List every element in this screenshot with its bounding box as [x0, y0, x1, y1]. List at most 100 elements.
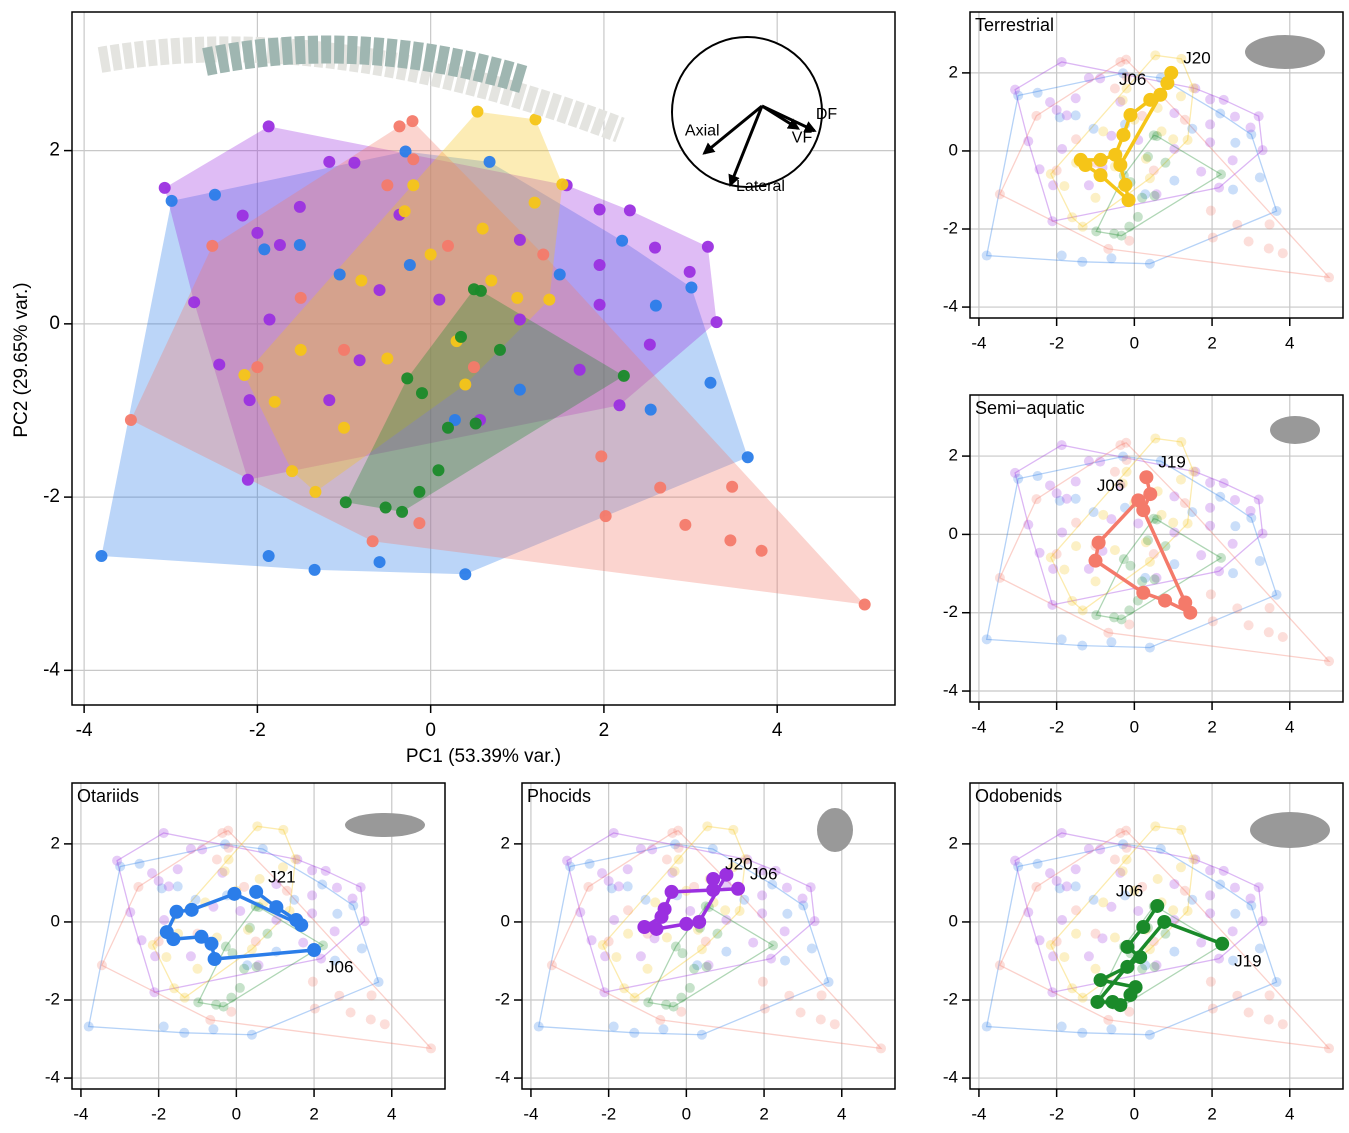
group-hull [152, 825, 297, 999]
data-point [1254, 556, 1265, 567]
group-hull [345, 289, 624, 512]
data-point [739, 894, 750, 905]
data-point [742, 854, 753, 865]
data-point [1045, 939, 1056, 950]
data-point [217, 827, 228, 838]
data-point [1228, 568, 1239, 579]
data-point [190, 894, 201, 905]
data-point [136, 935, 147, 946]
data-point [1230, 137, 1241, 148]
data-point [1117, 95, 1128, 106]
data-point [1124, 1006, 1135, 1017]
data-point [1169, 914, 1180, 925]
data-point [381, 179, 394, 192]
trajectory-point [1093, 168, 1108, 183]
data-point [1056, 827, 1067, 838]
data-point [603, 875, 614, 886]
data-point [83, 1021, 94, 1032]
data-point [1263, 627, 1274, 638]
data-point [1097, 933, 1108, 944]
data-point [1243, 236, 1254, 247]
data-point [1243, 620, 1254, 631]
data-point [661, 932, 672, 943]
data-point [806, 943, 817, 954]
data-point [1124, 605, 1135, 616]
trajectory-point [169, 904, 184, 919]
group-hull [101, 829, 433, 1050]
data-point [647, 844, 658, 855]
data-point [153, 875, 164, 886]
data-point [1253, 882, 1264, 893]
data-point [1264, 990, 1275, 1001]
data-point [246, 944, 257, 955]
x-tick-label: 0 [425, 720, 436, 741]
data-point [159, 914, 170, 925]
data-point [622, 881, 633, 892]
data-point [1056, 250, 1067, 261]
loading-label: Lateral [736, 178, 785, 195]
data-point [278, 824, 289, 835]
data-point [1071, 134, 1082, 145]
data-point [277, 862, 288, 873]
data-point [262, 928, 273, 939]
data-point [1118, 68, 1129, 79]
data-point [359, 916, 370, 927]
data-point [355, 274, 368, 287]
data-point [448, 414, 461, 427]
frame [969, 782, 1344, 1090]
data-point [467, 361, 480, 374]
data-point [1106, 130, 1117, 141]
data-point [784, 990, 795, 1001]
data-point [226, 992, 237, 1003]
data-point [1160, 157, 1171, 168]
data-point [333, 268, 346, 281]
data-point [1121, 54, 1132, 65]
group-hull [244, 111, 563, 492]
data-point [149, 987, 160, 998]
data-point [1057, 143, 1068, 154]
data-point [669, 866, 680, 877]
data-point [1010, 84, 1021, 95]
data-point [1324, 656, 1335, 667]
data-point [609, 914, 620, 925]
group-hull [566, 832, 816, 993]
trajectory-point [1121, 193, 1136, 208]
data-point [1061, 110, 1072, 121]
frame [71, 11, 896, 706]
data-point [597, 868, 608, 879]
frame [71, 782, 446, 1090]
data-point [1070, 93, 1081, 104]
data-point [829, 1019, 840, 1030]
data-point [593, 203, 606, 216]
data-point [1253, 494, 1264, 505]
trajectory-point [1215, 936, 1230, 951]
data-point [1264, 603, 1275, 614]
data-point [1182, 518, 1193, 529]
data-point [1121, 854, 1132, 865]
data-point [1116, 230, 1127, 241]
data-point [712, 928, 723, 939]
data-point [239, 963, 250, 974]
data-point [1095, 456, 1106, 467]
panel: -4 -2 0 2 4 -4 -2 0 2 J06 J21 Otariids [45, 782, 446, 1123]
data-point [393, 120, 406, 133]
data-point [332, 908, 343, 919]
panel: -4 -2 0 2 4 -4 -2 0 2 [43, 11, 896, 741]
data-point [586, 935, 597, 946]
data-point [338, 343, 351, 356]
data-point [348, 900, 359, 911]
trajectory-point [1078, 158, 1093, 172]
frame [969, 11, 1344, 319]
data-point [373, 556, 386, 569]
data-point [1141, 537, 1152, 548]
x-tick-label: 4 [1285, 333, 1294, 352]
data-point [1142, 535, 1153, 546]
data-point [1070, 864, 1081, 875]
data-point [1061, 881, 1072, 892]
x-tick-label: 0 [1130, 333, 1139, 352]
data-point [1071, 541, 1082, 552]
frame [969, 394, 1344, 703]
data-point [281, 885, 292, 896]
data-point [185, 951, 196, 962]
x-tick-label: 2 [1207, 333, 1216, 352]
